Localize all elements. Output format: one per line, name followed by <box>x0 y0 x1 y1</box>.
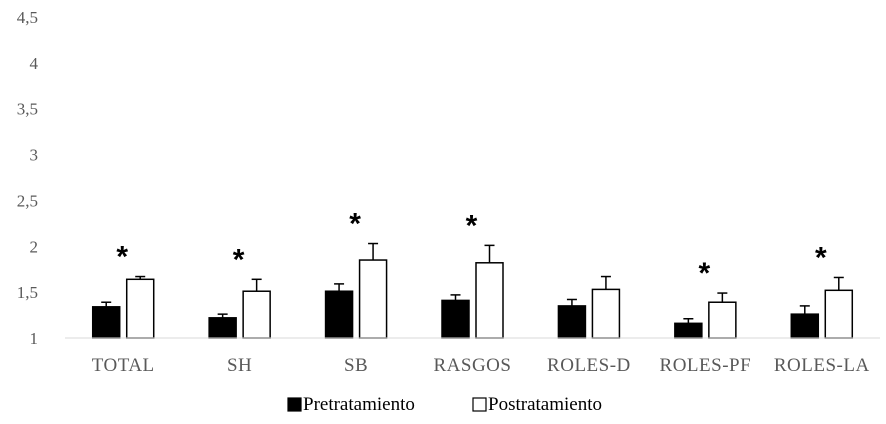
bar-postratamiento <box>824 289 854 339</box>
y-tick-label: 4 <box>30 54 39 73</box>
significance-marker: * <box>466 209 478 242</box>
significance-marker: * <box>699 257 711 290</box>
legend-swatch <box>287 397 302 412</box>
legend-swatch <box>472 397 487 412</box>
x-tick-label: SB <box>344 355 368 376</box>
legend-label: Pretratamiento <box>303 394 415 415</box>
bar-pretratamiento <box>208 317 237 339</box>
bar-pretratamiento <box>91 306 121 339</box>
x-tick-label: RASGOS <box>434 355 512 376</box>
bar-pretratamiento <box>674 322 703 339</box>
x-tick-label: ROLES-PF <box>660 355 752 376</box>
y-tick-label: 2,5 <box>17 191 38 210</box>
x-tick-label: SH <box>227 355 252 376</box>
significance-marker: * <box>233 243 245 276</box>
significance-marker: * <box>116 241 128 274</box>
bar-postratamiento <box>358 259 388 339</box>
bar-pretratamiento <box>324 290 354 339</box>
y-tick-label: 1 <box>30 329 39 348</box>
y-tick-label: 2 <box>30 237 39 256</box>
y-tick-label: 1,5 <box>17 283 38 302</box>
bar-pretratamiento <box>790 313 820 339</box>
y-axis: 1 1,5 2 2,5 3 3,5 4 4,5 <box>17 8 39 348</box>
bars-layer: * * * * * * <box>91 208 854 339</box>
bar-postratamiento <box>242 290 271 339</box>
bar-postratamiento <box>125 278 155 339</box>
bar-pretratamiento <box>441 299 470 339</box>
bar-postratamiento <box>591 288 621 339</box>
y-tick-label: 4,5 <box>17 8 38 27</box>
significance-marker: * <box>349 208 361 241</box>
significance-marker: * <box>815 241 827 274</box>
y-tick-label: 3,5 <box>17 100 38 119</box>
bar-postratamiento <box>708 301 737 339</box>
x-axis: TOTAL SH SB RASGOS ROLES-D ROLES-PF ROLES-LA <box>92 355 870 376</box>
x-tick-label: TOTAL <box>92 355 155 376</box>
legend-label: Postratamiento <box>488 394 602 415</box>
bar-pretratamiento <box>557 305 587 339</box>
x-tick-label: ROLES-D <box>547 355 631 376</box>
y-tick-label: 3 <box>30 146 39 165</box>
x-tick-label: ROLES-LA <box>774 355 870 376</box>
legend: Pretratamiento Postratamiento <box>287 394 602 415</box>
bar-postratamiento <box>475 262 504 339</box>
